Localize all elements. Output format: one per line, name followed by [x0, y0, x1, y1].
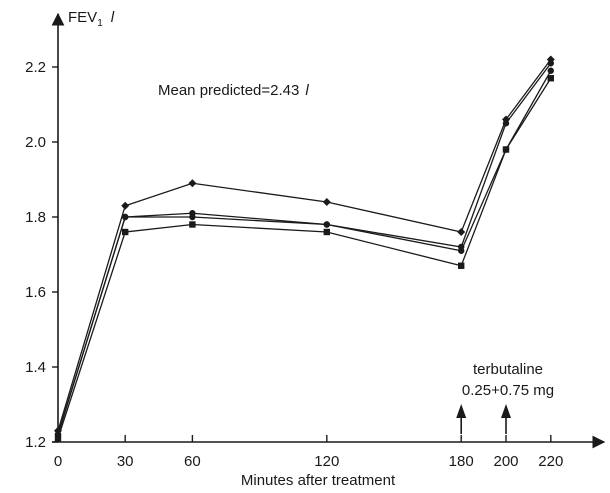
series-2-line [57, 62, 552, 435]
y-tick-label: 1.2 [25, 434, 46, 451]
series-1-point [188, 179, 197, 188]
mean-predicted-annotation: Mean predicted=2.43 l [158, 82, 309, 99]
y-tick-label: 1.6 [25, 284, 46, 301]
series-4-point [54, 435, 62, 442]
series-3-point [547, 67, 554, 74]
y-tick-label: 1.4 [25, 359, 46, 376]
series-1-point [457, 228, 466, 236]
dose-arrows [456, 404, 511, 434]
y-tick-label: 2.0 [25, 134, 46, 151]
series-2-point [502, 120, 510, 127]
x-tick-label: 180 [449, 453, 474, 470]
x-tick-label: 60 [184, 453, 201, 470]
axis-ticks: 0 30 60 120 180 200 220 1.2 1.4 1.6 1.8 2.0 2.2 [25, 59, 563, 470]
dose-arrow-head [456, 404, 467, 418]
x-tick-label: 30 [117, 453, 134, 470]
dose-arrow-head [501, 404, 511, 418]
y-axis-title: FEV1 l [68, 9, 115, 29]
terbutaline-dose-label: 0.25+0.75 mg [462, 382, 554, 399]
series-3-line [57, 70, 552, 435]
series-3-point [323, 221, 330, 228]
series-4-point [502, 146, 510, 153]
series-4-point [189, 221, 196, 228]
series-3-point [122, 213, 129, 221]
x-tick-label: 120 [314, 453, 339, 470]
series-4-point [122, 228, 129, 236]
series-1-point [121, 201, 130, 210]
series-4-point [458, 262, 465, 269]
series-markers [54, 55, 555, 442]
series-3-point [189, 213, 196, 221]
x-tick-label: 0 [54, 453, 62, 470]
x-tick-label: 220 [538, 453, 563, 470]
terbutaline-label: terbutaline [473, 361, 543, 378]
x-axis-title: Minutes after treatment [241, 472, 396, 489]
y-tick-label: 1.8 [25, 209, 46, 226]
series-3-point [458, 247, 465, 254]
y-tick-label: 2.2 [25, 59, 46, 76]
series-2-point [547, 60, 554, 67]
x-tick-label: 200 [493, 453, 518, 470]
series-4-point [547, 75, 554, 82]
series-1-point [322, 198, 331, 206]
series-4-point [323, 228, 330, 236]
